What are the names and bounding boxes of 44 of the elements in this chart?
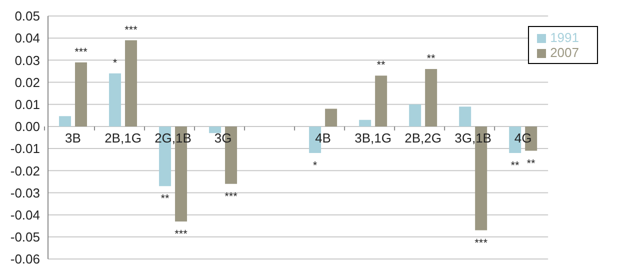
y-tick-label: -0.01 <box>10 141 40 156</box>
y-tick-label: -0.02 <box>10 163 40 178</box>
data-label: *** <box>224 190 238 203</box>
y-tick-label: 0.00 <box>14 119 40 134</box>
data-label: ** <box>426 53 436 66</box>
legend-label: 1991 <box>550 30 579 45</box>
data-label: ** <box>526 158 536 170</box>
bar <box>409 104 422 126</box>
bar <box>359 120 372 126</box>
data-label: ** <box>510 160 520 172</box>
data-label: *** <box>174 228 188 240</box>
y-tick-label: -0.05 <box>10 230 40 245</box>
data-label: ** <box>160 193 170 206</box>
x-tick-label: 2G,1B <box>154 130 192 146</box>
x-tick-label: 3B <box>65 130 81 146</box>
bar <box>459 106 472 126</box>
bar <box>125 40 138 126</box>
y-tick-label: 0.03 <box>14 52 40 68</box>
x-tick-label: 4G <box>514 130 532 146</box>
bar <box>425 69 438 126</box>
bar <box>375 76 388 126</box>
bar <box>325 108 338 126</box>
x-tick-label: 2B,2G <box>404 130 442 146</box>
y-tick-label: 0.01 <box>14 96 40 112</box>
bar <box>109 73 122 126</box>
y-tick-label: 0.02 <box>14 74 40 90</box>
data-label: *** <box>474 237 488 250</box>
y-tick-label: -0.06 <box>10 252 40 267</box>
data-label: ** <box>376 60 386 72</box>
data-label: *** <box>124 24 138 36</box>
bar <box>209 126 222 134</box>
data-label: * <box>112 57 118 70</box>
data-label: *** <box>74 46 88 58</box>
y-tick-label: 0.04 <box>14 30 40 46</box>
legend-label: 2007 <box>550 45 579 60</box>
y-tick-label: 0.05 <box>14 8 40 24</box>
y-tick-label: -0.03 <box>10 185 40 200</box>
x-tick-label: 4B <box>315 130 331 146</box>
bar <box>75 62 87 126</box>
data-label: * <box>312 160 318 172</box>
y-tick-label: -0.04 <box>10 207 40 222</box>
bar <box>59 116 71 126</box>
x-tick-label: 3B,1G <box>354 130 392 146</box>
x-tick-label: 2B,1G <box>104 130 142 146</box>
